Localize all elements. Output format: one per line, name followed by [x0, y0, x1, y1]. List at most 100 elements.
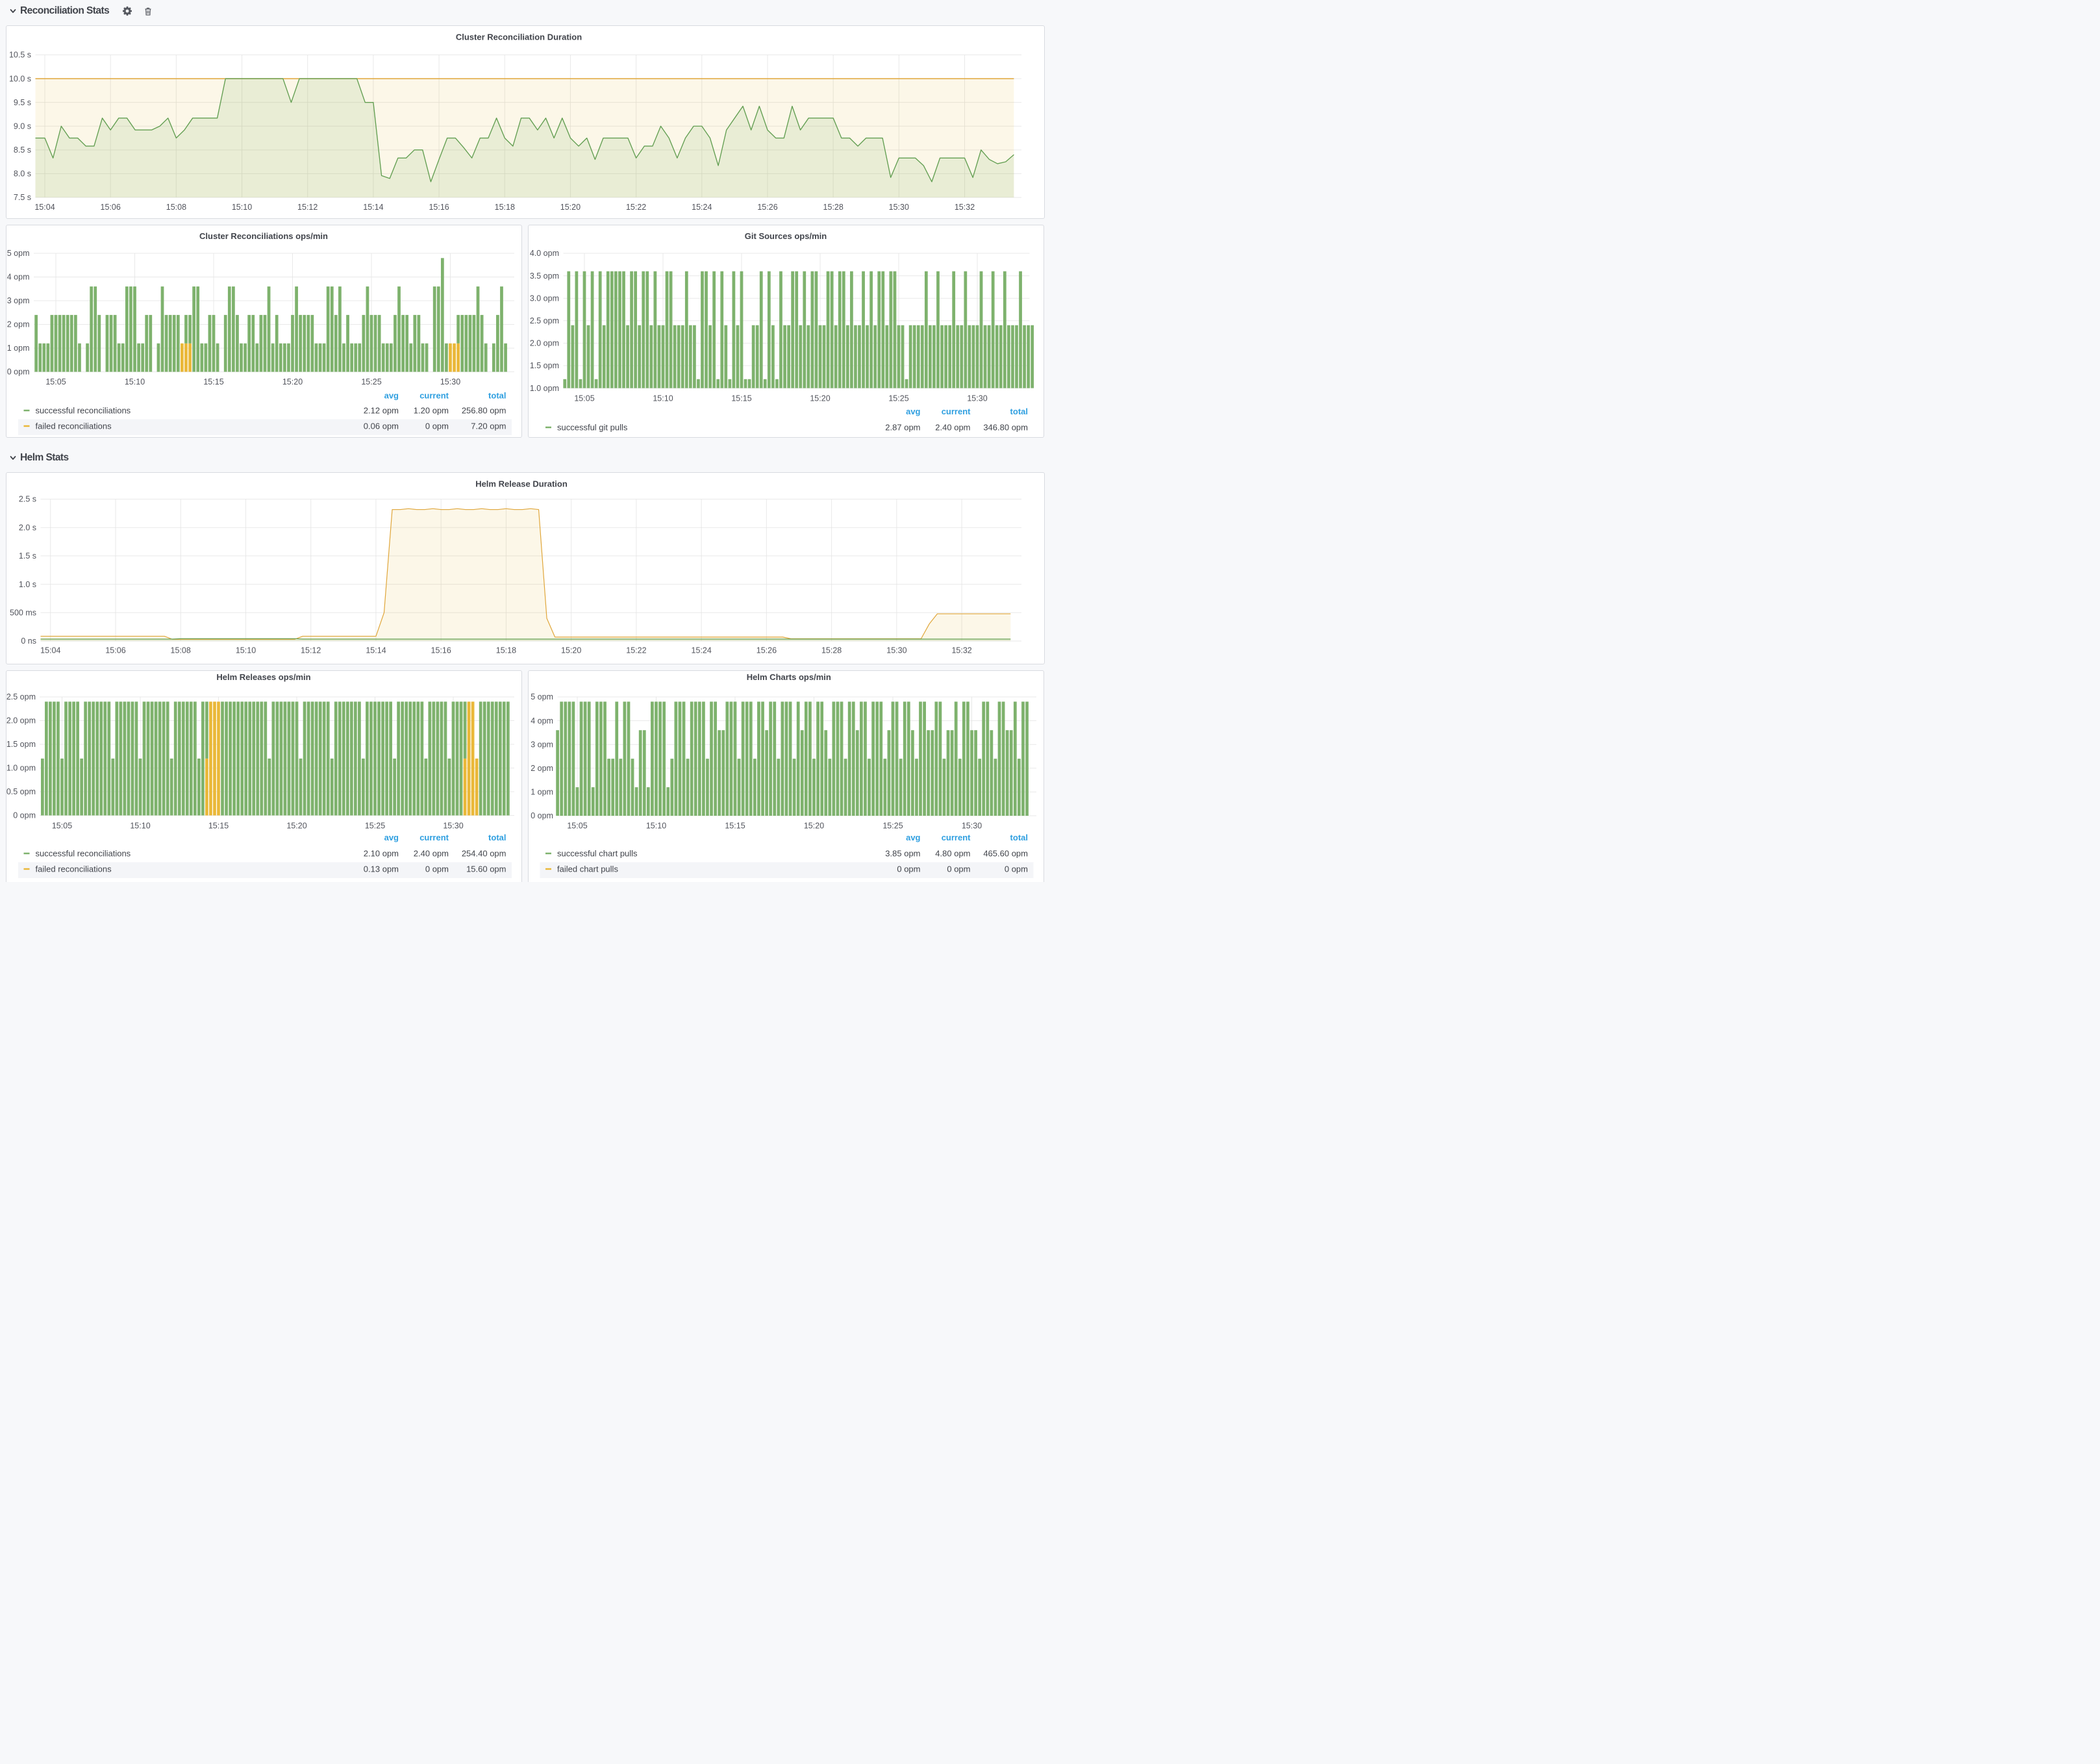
svg-text:0 ns: 0 ns: [21, 636, 36, 646]
svg-text:current: current: [419, 391, 449, 401]
svg-text:15:22: 15:22: [626, 646, 646, 655]
svg-text:15:15: 15:15: [203, 377, 223, 386]
svg-text:15:14: 15:14: [366, 646, 386, 655]
svg-text:8.0 s: 8.0 s: [14, 170, 31, 179]
svg-text:15:24: 15:24: [692, 203, 712, 212]
svg-text:15:04: 15:04: [34, 203, 55, 212]
svg-text:9.0 s: 9.0 s: [14, 122, 31, 131]
svg-text:5 opm: 5 opm: [531, 692, 553, 701]
svg-text:Helm Charts ops/min: Helm Charts ops/min: [747, 672, 831, 682]
svg-text:total: total: [1010, 833, 1028, 842]
svg-text:15:05: 15:05: [567, 822, 587, 831]
svg-text:1.0 s: 1.0 s: [19, 580, 36, 589]
svg-text:2.5 opm: 2.5 opm: [6, 692, 36, 701]
svg-text:successful git pulls: successful git pulls: [557, 423, 628, 433]
svg-text:15:08: 15:08: [166, 203, 186, 212]
svg-text:0 opm: 0 opm: [425, 422, 449, 431]
svg-text:254.40 opm: 254.40 opm: [462, 849, 506, 859]
svg-text:500 ms: 500 ms: [10, 609, 36, 618]
svg-text:15:32: 15:32: [951, 646, 971, 655]
svg-text:15:30: 15:30: [443, 822, 463, 831]
svg-text:0 opm: 0 opm: [13, 811, 36, 820]
svg-text:failed reconciliations: failed reconciliations: [36, 864, 112, 874]
svg-text:2.40 opm: 2.40 opm: [935, 423, 970, 433]
svg-text:0 opm: 0 opm: [531, 811, 553, 820]
svg-text:15:28: 15:28: [821, 646, 842, 655]
svg-text:2.87 opm: 2.87 opm: [885, 423, 920, 433]
svg-text:avg: avg: [384, 833, 399, 842]
svg-text:15:10: 15:10: [125, 377, 145, 386]
svg-text:2.10 opm: 2.10 opm: [364, 849, 399, 859]
svg-text:1.5 opm: 1.5 opm: [6, 740, 36, 749]
svg-text:15:20: 15:20: [810, 394, 830, 403]
svg-text:2.0 opm: 2.0 opm: [530, 339, 559, 348]
svg-text:7.5 s: 7.5 s: [14, 193, 31, 202]
svg-text:15:05: 15:05: [45, 377, 66, 386]
svg-text:15:26: 15:26: [756, 646, 777, 655]
svg-text:15:30: 15:30: [889, 203, 909, 212]
svg-text:15:20: 15:20: [804, 822, 824, 831]
svg-text:10.5 s: 10.5 s: [9, 51, 31, 60]
svg-text:successful reconciliations: successful reconciliations: [36, 849, 131, 859]
svg-text:15:18: 15:18: [495, 203, 515, 212]
svg-text:15:20: 15:20: [286, 822, 306, 831]
svg-text:avg: avg: [384, 391, 399, 401]
svg-text:1.0 opm: 1.0 opm: [530, 384, 559, 393]
svg-text:total: total: [1010, 407, 1028, 416]
svg-text:2.0 s: 2.0 s: [19, 523, 36, 532]
svg-text:total: total: [488, 391, 506, 401]
svg-text:1.5 opm: 1.5 opm: [530, 361, 559, 370]
svg-text:3 opm: 3 opm: [7, 296, 30, 305]
svg-text:2.5 opm: 2.5 opm: [530, 316, 559, 325]
svg-text:1 opm: 1 opm: [531, 788, 553, 797]
svg-text:15:15: 15:15: [208, 822, 229, 831]
svg-text:Helm Release Duration: Helm Release Duration: [475, 479, 568, 489]
svg-text:current: current: [942, 407, 971, 416]
svg-text:15:30: 15:30: [962, 822, 982, 831]
svg-text:15:16: 15:16: [431, 646, 451, 655]
svg-text:Helm Releases ops/min: Helm Releases ops/min: [216, 672, 310, 682]
svg-text:Git Sources ops/min: Git Sources ops/min: [745, 231, 827, 241]
svg-text:0 opm: 0 opm: [7, 368, 30, 377]
svg-text:2.12 opm: 2.12 opm: [364, 406, 399, 416]
svg-text:4 opm: 4 opm: [531, 716, 553, 725]
svg-text:15:24: 15:24: [692, 646, 712, 655]
svg-text:4 opm: 4 opm: [7, 273, 30, 282]
svg-text:0.5 opm: 0.5 opm: [6, 787, 36, 796]
svg-text:0.13 opm: 0.13 opm: [364, 864, 399, 874]
svg-text:3 opm: 3 opm: [531, 740, 553, 749]
svg-text:0 opm: 0 opm: [947, 864, 970, 874]
svg-text:1.0 opm: 1.0 opm: [6, 764, 36, 773]
svg-text:2 opm: 2 opm: [531, 764, 553, 773]
svg-text:15:20: 15:20: [561, 646, 581, 655]
svg-text:7.20 opm: 7.20 opm: [471, 422, 506, 431]
svg-text:failed reconciliations: failed reconciliations: [36, 422, 112, 431]
svg-text:successful reconciliations: successful reconciliations: [36, 406, 131, 416]
svg-text:15:30: 15:30: [440, 377, 460, 386]
svg-text:1.20 opm: 1.20 opm: [414, 406, 449, 416]
svg-text:15:06: 15:06: [101, 203, 121, 212]
svg-text:15:18: 15:18: [496, 646, 516, 655]
svg-text:0 opm: 0 opm: [425, 864, 449, 874]
svg-text:15:10: 15:10: [130, 822, 150, 831]
svg-text:current: current: [419, 833, 449, 842]
svg-text:346.80 opm: 346.80 opm: [983, 423, 1028, 433]
svg-text:avg: avg: [906, 833, 920, 842]
svg-text:15:15: 15:15: [731, 394, 751, 403]
svg-text:3.85 opm: 3.85 opm: [885, 849, 920, 859]
svg-text:15:08: 15:08: [171, 646, 191, 655]
svg-text:successful chart pulls: successful chart pulls: [557, 849, 638, 859]
svg-text:failed chart pulls: failed chart pulls: [557, 864, 618, 874]
svg-text:current: current: [942, 833, 971, 842]
svg-text:15:22: 15:22: [626, 203, 646, 212]
svg-text:0 opm: 0 opm: [897, 864, 920, 874]
svg-text:15:25: 15:25: [365, 822, 385, 831]
svg-text:avg: avg: [906, 407, 920, 416]
svg-text:total: total: [488, 833, 506, 842]
svg-text:4.0 opm: 4.0 opm: [530, 249, 559, 258]
svg-text:15:20: 15:20: [560, 203, 581, 212]
svg-text:15:32: 15:32: [955, 203, 975, 212]
svg-text:15:25: 15:25: [361, 377, 381, 386]
svg-text:15:10: 15:10: [646, 822, 666, 831]
svg-text:15:14: 15:14: [363, 203, 383, 212]
